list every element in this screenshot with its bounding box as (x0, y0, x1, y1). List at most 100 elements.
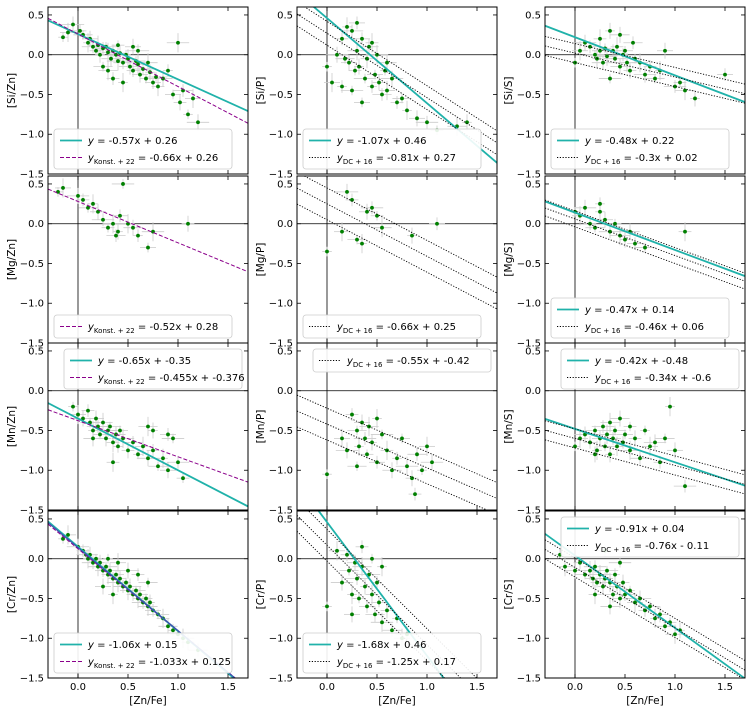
data-point (118, 428, 122, 433)
data-point (621, 580, 625, 585)
legend: y = -1.06x + 0.15 yKonst. + 22 = -1.033x … (53, 632, 233, 674)
data-point (370, 205, 374, 210)
dc-line (545, 429, 745, 485)
data-point (618, 233, 622, 238)
data-point (613, 572, 617, 577)
plot-area (545, 197, 745, 290)
plot-area (48, 178, 248, 273)
data-point (94, 48, 98, 53)
y-tick-label: −1.0 (517, 634, 541, 645)
data-point (370, 556, 374, 561)
data-point (81, 197, 85, 202)
dc-line (545, 45, 745, 95)
data-point (415, 452, 419, 457)
y-tick-label: −1.0 (517, 130, 541, 141)
data-point (146, 60, 150, 65)
data-point (156, 464, 160, 469)
y-tick-label: −1.5 (269, 339, 293, 350)
data-point (365, 452, 369, 457)
data-point (623, 48, 627, 53)
data-point (134, 588, 138, 593)
data-point (598, 201, 602, 206)
plot-area (48, 16, 248, 131)
data-point (588, 44, 592, 49)
data-point (375, 213, 379, 218)
data-point (573, 444, 577, 449)
data-point (61, 186, 65, 190)
y-tick-label: −1.0 (269, 466, 293, 477)
data-point (76, 412, 80, 417)
x-tick-label: 1.0 (170, 682, 186, 693)
y-tick-label: 0.5 (525, 10, 541, 21)
data-point (588, 440, 592, 445)
data-point (138, 72, 142, 77)
legend-label: y = -0.91x + 0.04 (594, 524, 684, 535)
data-point (673, 448, 677, 453)
data-point (148, 600, 152, 605)
y-tick-label: −1.5 (20, 170, 44, 181)
data-point (598, 48, 602, 53)
data-point (360, 241, 364, 246)
data-point (693, 96, 697, 101)
data-point (178, 100, 182, 105)
dc-line (545, 207, 745, 282)
data-point (643, 428, 647, 433)
y-tick-label: −0.5 (269, 259, 293, 270)
legend-box (302, 632, 482, 674)
data-point (78, 28, 82, 33)
data-point (91, 560, 95, 565)
dc-line (297, 187, 497, 294)
y-tick-label: 0.0 (277, 554, 293, 565)
data-point (593, 52, 597, 57)
data-point (430, 460, 434, 465)
data-point (377, 600, 381, 605)
data-point (413, 492, 417, 496)
data-point (111, 76, 115, 81)
x-axis-label: [Zn/Fe] (378, 695, 416, 707)
data-point (653, 440, 657, 445)
y-tick-label: −0.5 (269, 90, 293, 101)
data-point (121, 182, 125, 186)
data-point (340, 229, 344, 234)
y-tick-label: −1.0 (269, 299, 293, 310)
data-point (161, 456, 165, 461)
data-point (347, 568, 351, 573)
data-point (621, 440, 625, 445)
data-point (611, 436, 615, 441)
data-point (91, 201, 95, 206)
data-point (425, 120, 429, 125)
y-tick-label: −1.0 (20, 299, 44, 310)
data-point (370, 592, 374, 597)
legend: y = -1.07x + 0.46 yDC + 16 = -0.81x + 0.2… (302, 128, 482, 170)
legend-box (53, 128, 233, 170)
y-tick-label: −1.5 (20, 506, 44, 517)
data-point (111, 221, 115, 226)
data-point (128, 64, 132, 69)
data-point (390, 76, 394, 81)
legend: yKonst. + 22 = -0.52x + 0.28 (53, 314, 233, 339)
data-point (380, 564, 384, 569)
y-tick-label: −1.5 (20, 339, 44, 350)
data-point (86, 556, 90, 561)
data-point (370, 40, 374, 45)
data-point (370, 440, 374, 445)
legend-label: y = -0.47x + 0.14 (584, 305, 674, 316)
konst-line (48, 17, 248, 124)
data-point (186, 221, 190, 226)
data-point (144, 76, 148, 81)
data-point (605, 54, 609, 59)
dc-line (545, 439, 745, 495)
data-point (71, 404, 75, 409)
y-tick-label: −1.5 (269, 506, 293, 517)
y-tick-label: 0.0 (525, 386, 541, 397)
data-point (385, 60, 389, 65)
data-point (377, 80, 381, 85)
data-point (131, 44, 135, 49)
data-point (101, 584, 105, 589)
data-point (613, 428, 617, 433)
dc-line (297, 530, 446, 678)
data-point (628, 588, 632, 593)
y-axis-label: [Cr/S] (503, 579, 515, 609)
data-point (623, 432, 627, 437)
data-point (643, 245, 647, 250)
